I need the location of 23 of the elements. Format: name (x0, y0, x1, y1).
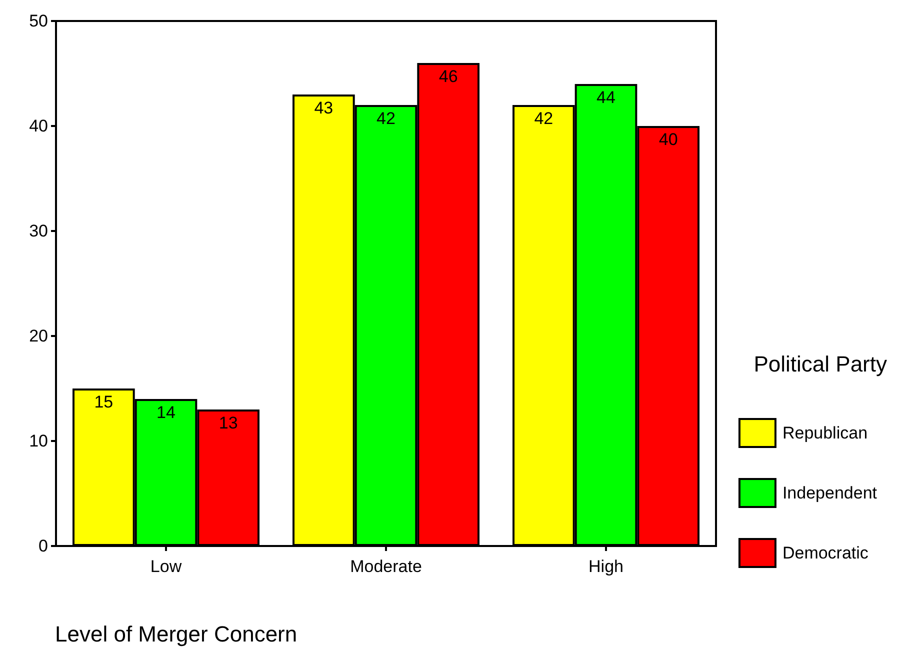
x-axis-title: Level of Merger Concern (55, 622, 298, 646)
y-tick-label: 30 (29, 222, 48, 240)
legend-label: Republican (782, 424, 868, 442)
y-tick-label: 20 (29, 326, 48, 346)
legend-label: Independent (782, 484, 878, 502)
legend-title: Political Party (754, 352, 888, 376)
y-tick-label: 0 (38, 536, 48, 556)
data-label: 42 (534, 109, 554, 128)
data-label: 44 (596, 88, 616, 107)
y-tick-label: 50 (29, 12, 48, 30)
x-tick-label: High (588, 557, 624, 576)
x-tick-label: Low (150, 557, 182, 576)
y-tick-label: 10 (29, 432, 48, 450)
data-label: 43 (314, 98, 334, 118)
data-label: 13 (218, 414, 238, 432)
y-tick-label: 40 (29, 116, 48, 136)
data-label: 14 (156, 403, 176, 422)
data-label: 40 (658, 130, 678, 149)
data-label: 46 (438, 67, 458, 86)
data-label: 15 (94, 392, 114, 412)
data-label: 42 (376, 109, 396, 128)
legend-label: Democratic (782, 544, 869, 562)
x-tick-label: Moderate (350, 557, 422, 576)
